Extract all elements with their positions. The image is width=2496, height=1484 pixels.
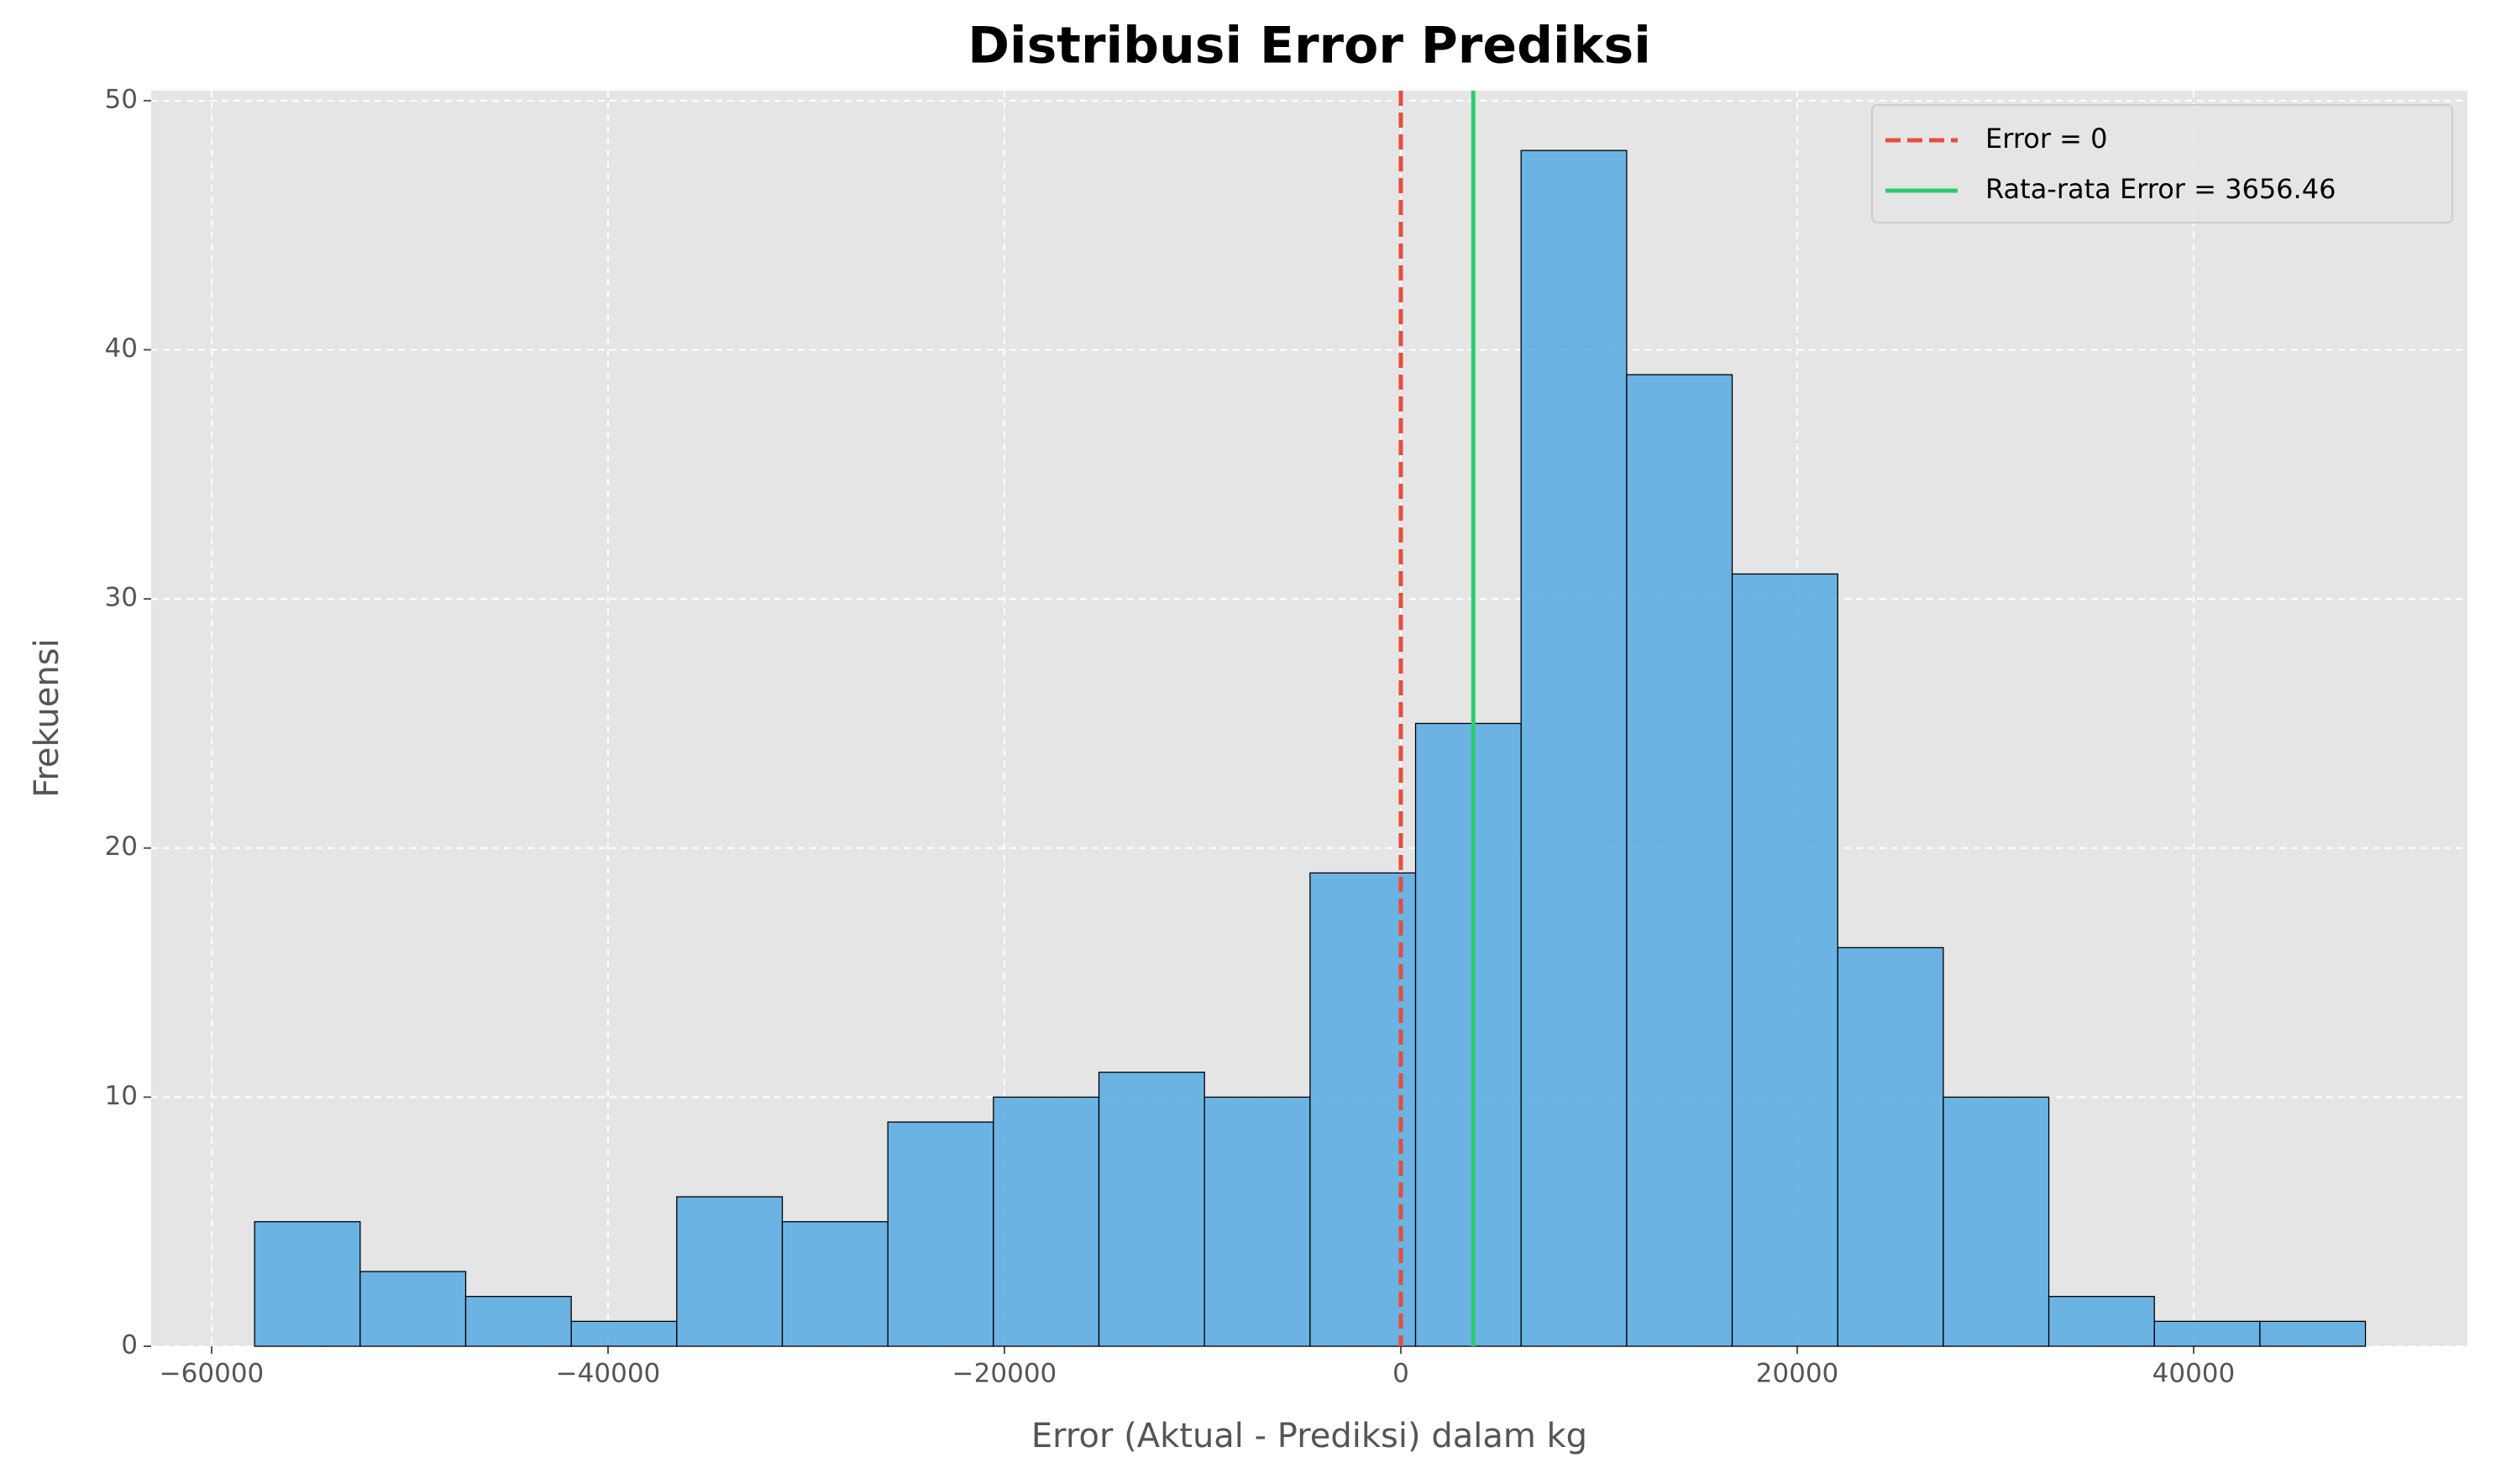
bar [1203, 1096, 1311, 1347]
y-tick-label: 30 [105, 583, 138, 613]
y-tick-label: 50 [105, 84, 138, 114]
y-axis-label: Frekuensi [28, 638, 66, 797]
y-tick-label: 40 [105, 333, 138, 364]
bar [570, 1320, 678, 1347]
x-tick-label: −60000 [160, 1359, 265, 1389]
bar [1414, 722, 1522, 1347]
bar [254, 1221, 361, 1347]
legend-label: Rata-rata Error = 3656.46 [1985, 173, 2336, 205]
x-tick-label: 0 [1392, 1359, 1409, 1389]
chart-title: Distribusi Error Prediksi [967, 17, 1651, 76]
x-tick-label: −40000 [556, 1359, 661, 1389]
x-tick-label: 40000 [2153, 1359, 2236, 1389]
legend-label: Error = 0 [1985, 123, 2108, 155]
bar [2153, 1320, 2261, 1347]
bar [359, 1271, 467, 1347]
bar [1943, 1096, 2050, 1347]
bar [781, 1221, 889, 1347]
bar [887, 1121, 994, 1347]
bar [1098, 1072, 1205, 1347]
bar [993, 1096, 1100, 1347]
bar [1520, 149, 1628, 1347]
x-tick-label: 20000 [1756, 1359, 1839, 1389]
y-tick-label: 20 [105, 831, 138, 862]
bar [2259, 1320, 2367, 1347]
x-axis-label: Error (Aktual - Prediksi) dalam kg [1031, 1417, 1587, 1455]
y-tick-label: 0 [121, 1330, 138, 1361]
x-tick-label: −20000 [952, 1359, 1057, 1389]
legend-box [1871, 104, 2453, 223]
bar [464, 1296, 572, 1347]
bar [1837, 947, 1944, 1347]
bar [2048, 1296, 2155, 1347]
y-tick-label: 10 [105, 1081, 138, 1111]
bar [1626, 374, 1733, 1347]
bar [1731, 573, 1838, 1347]
bar [676, 1196, 784, 1347]
